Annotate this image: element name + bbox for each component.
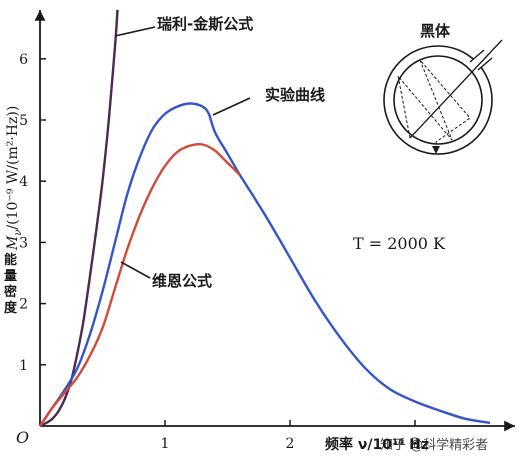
y-axis-label: Mν/(10⁻⁹ W/(m²·Hz))	[5, 106, 24, 251]
inset-label: 黑体	[420, 22, 451, 40]
x-tick-label: 3	[411, 436, 420, 452]
y-tick-label: 4	[19, 174, 28, 190]
series-line-experimental	[39, 102, 491, 427]
cavity-opening	[470, 50, 492, 70]
legend-label-experimental: 实验曲线	[265, 86, 325, 104]
rayleigh-jeans-leader-line	[114, 26, 156, 37]
cavity-inner-wall	[393, 55, 483, 145]
experimental-leader-line	[212, 97, 251, 116]
internal-reflection-rays	[397, 59, 471, 150]
reflection-arrowhead	[432, 146, 440, 154]
x-axis-ticks: 1 2 3	[161, 420, 420, 452]
cavity-opening-edge-a	[469, 49, 485, 63]
y-tick-label: 5	[19, 113, 28, 129]
cavity-opening-edge-b	[477, 57, 493, 71]
y-axis-subscript: ν	[13, 230, 24, 236]
y-axis-label-cn: 能 量 密 度	[3, 252, 22, 316]
series-line-rayleigh-jeans	[39, 9, 119, 428]
cavity-outer-wall	[383, 45, 493, 155]
y-tick-label: 3	[19, 235, 28, 251]
y-tick-label: 2	[19, 297, 28, 313]
wien-leader-line	[120, 261, 151, 279]
series-line-wien	[39, 142, 241, 427]
blackbody-inset-illustration: 黑体	[383, 22, 503, 155]
x-tick-label: 2	[286, 436, 295, 452]
legend-label-rayleigh-jeans: 瑞利-金斯公式	[157, 15, 253, 33]
y-tick-label: 1	[19, 358, 28, 374]
x-tick-label: 1	[161, 436, 170, 452]
legend-label-wien: 维恩公式	[152, 272, 212, 290]
watermark: 知乎 @科学精彩者	[380, 437, 488, 453]
temperature-annotation: T = 2000 K	[353, 234, 446, 253]
y-axis-quantity: M	[5, 235, 21, 251]
incoming-ray	[409, 39, 503, 139]
y-axis-ticks: 1 2 3 4 5 6	[19, 52, 46, 374]
x-axis-label: 频率 ν/10¹⁴ Hz	[325, 436, 429, 453]
y-axis-unit: /(10⁻⁹ W/(m²·Hz))	[5, 106, 21, 230]
origin-label: O	[16, 428, 29, 447]
y-tick-label: 6	[19, 52, 28, 68]
